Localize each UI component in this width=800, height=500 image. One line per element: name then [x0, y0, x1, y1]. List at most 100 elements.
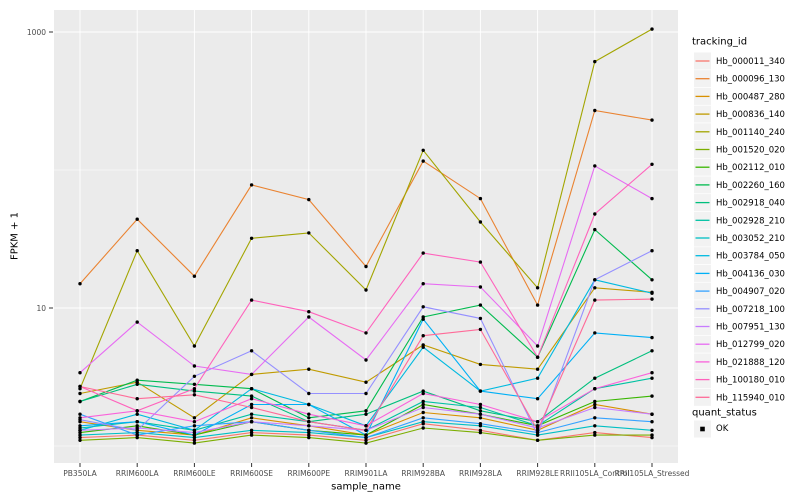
data-point: [421, 334, 425, 338]
x-tick-label: RRII105LA_Control: [560, 469, 630, 478]
data-point: [650, 371, 654, 375]
data-point: [192, 433, 197, 437]
x-tick-label: RRIM600PE: [287, 469, 330, 478]
data-point: [78, 428, 82, 432]
data-point: [650, 196, 654, 201]
data-point: [364, 412, 368, 416]
data-point: [593, 108, 597, 113]
data-point: [421, 402, 425, 407]
data-point: [78, 412, 82, 416]
legend-label: Hb_002260_160: [716, 181, 785, 191]
data-point: [364, 435, 368, 440]
data-point: [478, 422, 483, 426]
data-point: [593, 376, 597, 380]
data-point: [78, 424, 82, 428]
quant-ok-label: OK: [716, 424, 729, 434]
data-point: [421, 251, 425, 255]
data-point: [78, 433, 82, 437]
data-point: [421, 410, 425, 415]
data-point: [307, 433, 311, 437]
legend-label: Hb_000487_280: [716, 92, 785, 102]
data-point: [249, 412, 254, 416]
data-point: [421, 416, 425, 420]
data-point: [192, 344, 197, 348]
data-point: [307, 428, 311, 432]
data-point: [650, 278, 654, 282]
x-tick-label: RRIM928LE: [516, 469, 559, 478]
data-point: [135, 249, 139, 253]
data-point: [307, 420, 311, 424]
legend-label: Hb_000011_340: [716, 57, 785, 67]
data-point: [593, 416, 597, 420]
data-point: [78, 399, 82, 404]
x-tick-label: RRIM600SE: [230, 469, 273, 478]
data-point: [249, 183, 254, 187]
quant-ok-marker: [700, 426, 705, 432]
data-point: [307, 416, 311, 420]
legend-label: Hb_000096_130: [716, 75, 785, 85]
data-point: [535, 420, 540, 424]
data-point: [535, 303, 540, 307]
data-point: [593, 387, 597, 391]
legend-label: Hb_021888_120: [716, 358, 785, 368]
data-point: [650, 394, 654, 398]
data-point: [593, 278, 597, 282]
data-point: [135, 320, 139, 324]
data-point: [307, 402, 311, 407]
data-point: [478, 412, 483, 416]
legend-label: Hb_002928_210: [716, 216, 785, 226]
data-point: [421, 389, 425, 393]
data-point: [307, 197, 311, 202]
data-point: [478, 409, 483, 413]
x-tick-label: RRIM928BA: [401, 469, 446, 478]
data-point: [364, 438, 368, 442]
data-point: [249, 416, 254, 420]
data-point: [593, 298, 597, 302]
data-point: [593, 430, 597, 435]
data-point: [364, 288, 368, 292]
x-tick-label: RRII105LA_Stressed: [615, 469, 690, 478]
data-point: [650, 435, 654, 440]
data-point: [307, 315, 311, 319]
data-point: [650, 27, 654, 31]
data-point: [192, 430, 197, 435]
data-point: [593, 227, 597, 232]
legend-label: Hb_100180_010: [716, 376, 785, 386]
data-point: [650, 291, 654, 295]
data-point: [478, 260, 483, 264]
data-point: [249, 402, 254, 407]
data-point: [135, 412, 139, 416]
data-point: [307, 231, 311, 235]
data-point: [650, 249, 654, 253]
data-point: [593, 331, 597, 335]
data-point: [192, 420, 197, 424]
data-point: [421, 305, 425, 309]
legend-label: Hb_003052_210: [716, 234, 785, 244]
data-point: [593, 433, 597, 437]
legend-label: Hb_004136_030: [716, 269, 785, 279]
data-point: [249, 405, 254, 410]
data-point: [192, 274, 197, 278]
data-point: [593, 402, 597, 407]
data-point: [593, 424, 597, 428]
data-point: [135, 378, 139, 382]
data-point: [650, 162, 654, 166]
data-point: [535, 438, 540, 442]
data-point: [421, 391, 425, 396]
data-point: [249, 349, 254, 353]
data-point: [593, 286, 597, 290]
data-point: [535, 397, 540, 401]
legend-label: Hb_007951_130: [716, 323, 785, 333]
data-point: [421, 405, 425, 410]
data-point: [478, 405, 483, 410]
x-axis-title: sample_name: [331, 481, 401, 493]
data-point: [650, 376, 654, 380]
data-point: [192, 389, 197, 393]
data-point: [307, 367, 311, 371]
data-point: [192, 435, 197, 440]
data-point: [364, 358, 368, 362]
data-point: [78, 416, 82, 420]
data-point: [307, 435, 311, 440]
data-point: [478, 327, 483, 332]
